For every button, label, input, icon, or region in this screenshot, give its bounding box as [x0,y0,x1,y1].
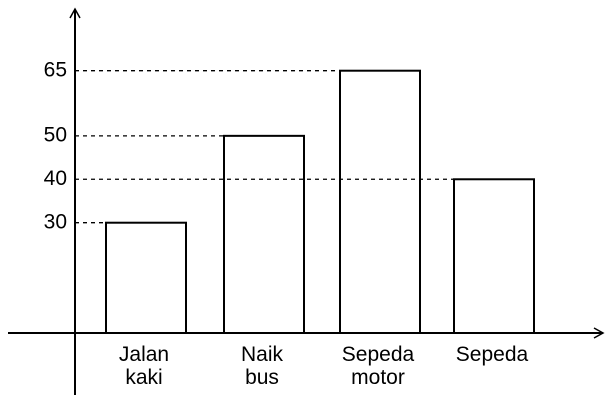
bar [453,178,535,334]
y-tick-label: 65 [44,58,67,81]
y-tick-label: 50 [44,123,67,146]
bar [105,221,187,335]
x-tick-label: Sepeda [455,343,529,366]
y-tick-label: 30 [44,210,67,233]
y-tick-label: 40 [44,167,67,190]
x-tick-label: Naik bus [240,343,283,389]
bar [339,69,421,335]
x-tick-label: Sepeda motor [341,343,415,389]
x-tick-label: Jalan kaki [118,343,170,389]
bar [223,134,305,334]
